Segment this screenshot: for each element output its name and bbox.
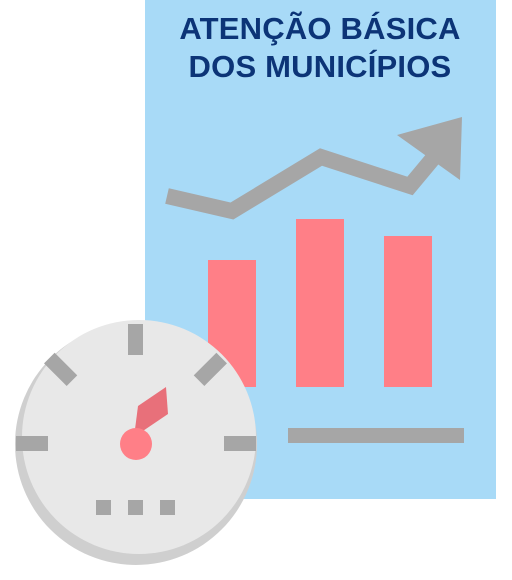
gauge-tick [193,352,227,386]
gauge-needle-hub [120,428,152,460]
title-line-2: DOS MUNICÍPIOS [188,49,452,84]
gauge-tick [224,436,256,451]
gauge-readout-block [160,500,175,515]
page-title: ATENÇÃO BÁSICA DOS MUNICÍPIOS [145,10,495,86]
trend-arrowhead [397,117,462,180]
chart-bar [296,219,344,387]
gauge-readout-block [128,500,143,515]
title-line-1: ATENÇÃO BÁSICA [179,11,461,46]
gauge-tick [44,352,78,386]
gauge-tick [16,436,48,451]
trend-arrow-icon [165,144,447,220]
chart-baseline [288,428,464,443]
chart-bar [384,236,432,387]
gauge-readout-block [96,500,111,515]
gauge-tick [128,324,143,355]
gauge-needle [134,387,168,437]
